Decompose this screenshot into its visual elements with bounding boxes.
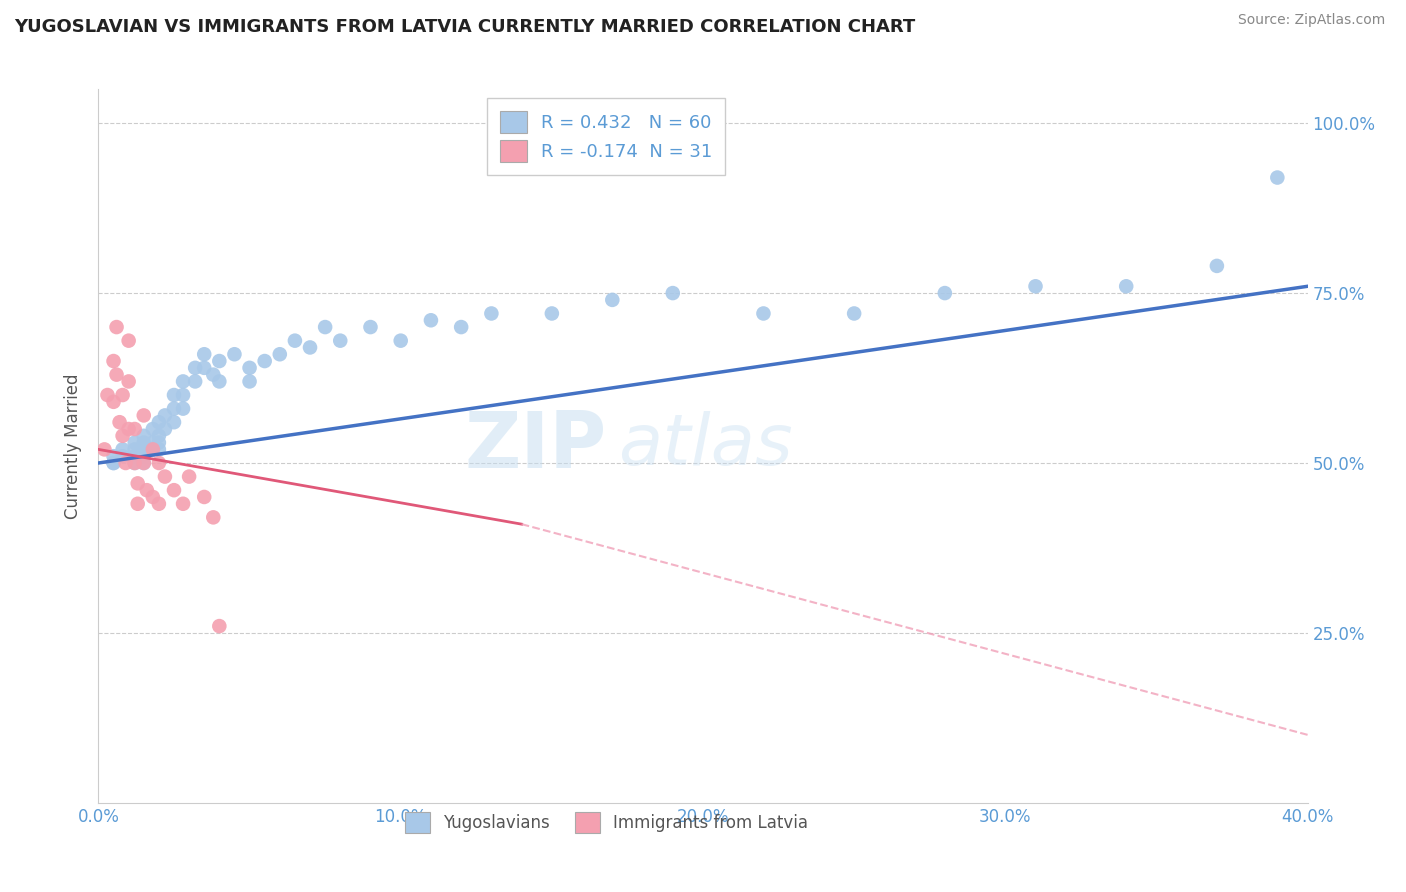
Point [108,415,131,429]
Point [239,375,262,389]
Point [844,306,866,320]
Point [389,334,412,348]
Point [1206,259,1229,273]
Point [163,388,186,402]
Point [148,497,170,511]
Point [1115,279,1137,293]
Point [193,347,215,361]
Point [184,360,207,375]
Point [299,341,322,355]
Point [540,306,562,320]
Point [184,375,207,389]
Point [132,435,155,450]
Point [132,456,155,470]
Point [314,320,336,334]
Point [148,435,170,450]
Point [153,469,176,483]
Point [132,409,155,423]
Point [111,388,134,402]
Point [124,449,146,463]
Text: Source: ZipAtlas.com: Source: ZipAtlas.com [1237,13,1385,28]
Point [124,456,146,470]
Point [103,354,125,368]
Point [127,497,149,511]
Y-axis label: Currently Married: Currently Married [65,373,83,519]
Point [360,320,382,334]
Point [172,375,194,389]
Point [1267,170,1289,185]
Point [118,334,141,348]
Point [96,388,118,402]
Point [202,510,225,524]
Point [142,435,165,450]
Point [153,409,176,423]
Point [132,449,155,463]
Point [142,442,165,457]
Point [105,320,128,334]
Point [202,368,225,382]
Point [163,401,186,416]
Point [124,456,146,470]
Legend: Yugoslavians, Immigrants from Latvia: Yugoslavians, Immigrants from Latvia [392,801,820,845]
Point [239,360,262,375]
Point [1024,279,1046,293]
Point [124,442,146,457]
Point [208,619,231,633]
Point [148,456,170,470]
Point [142,490,165,504]
Point [111,429,134,443]
Point [172,388,194,402]
Point [111,442,134,457]
Point [172,497,194,511]
Point [179,469,201,483]
Point [224,347,246,361]
Point [118,422,141,436]
Point [450,320,472,334]
Point [253,354,276,368]
Point [163,483,186,498]
Point [124,422,146,436]
Point [153,422,176,436]
Point [142,422,165,436]
Point [481,306,503,320]
Point [148,415,170,429]
Point [934,286,956,301]
Point [111,449,134,463]
Point [103,394,125,409]
Point [103,456,125,470]
Point [132,442,155,457]
Point [172,401,194,416]
Point [105,368,128,382]
Point [132,429,155,443]
Point [148,429,170,443]
Point [142,442,165,457]
Point [329,334,352,348]
Point [752,306,775,320]
Point [135,483,157,498]
Point [208,354,231,368]
Point [269,347,291,361]
Point [163,415,186,429]
Point [103,456,125,470]
Point [103,449,125,463]
Point [208,375,231,389]
Point [93,442,115,457]
Point [148,442,170,457]
Point [661,286,683,301]
Point [602,293,624,307]
Point [124,435,146,450]
Point [114,456,136,470]
Point [118,375,141,389]
Point [127,476,149,491]
Point [193,490,215,504]
Point [132,456,155,470]
Text: atlas: atlas [619,411,793,481]
Point [284,334,307,348]
Text: YUGOSLAVIAN VS IMMIGRANTS FROM LATVIA CURRENTLY MARRIED CORRELATION CHART: YUGOSLAVIAN VS IMMIGRANTS FROM LATVIA CU… [14,18,915,36]
Point [193,360,215,375]
Text: ZIP: ZIP [464,408,606,484]
Point [420,313,443,327]
